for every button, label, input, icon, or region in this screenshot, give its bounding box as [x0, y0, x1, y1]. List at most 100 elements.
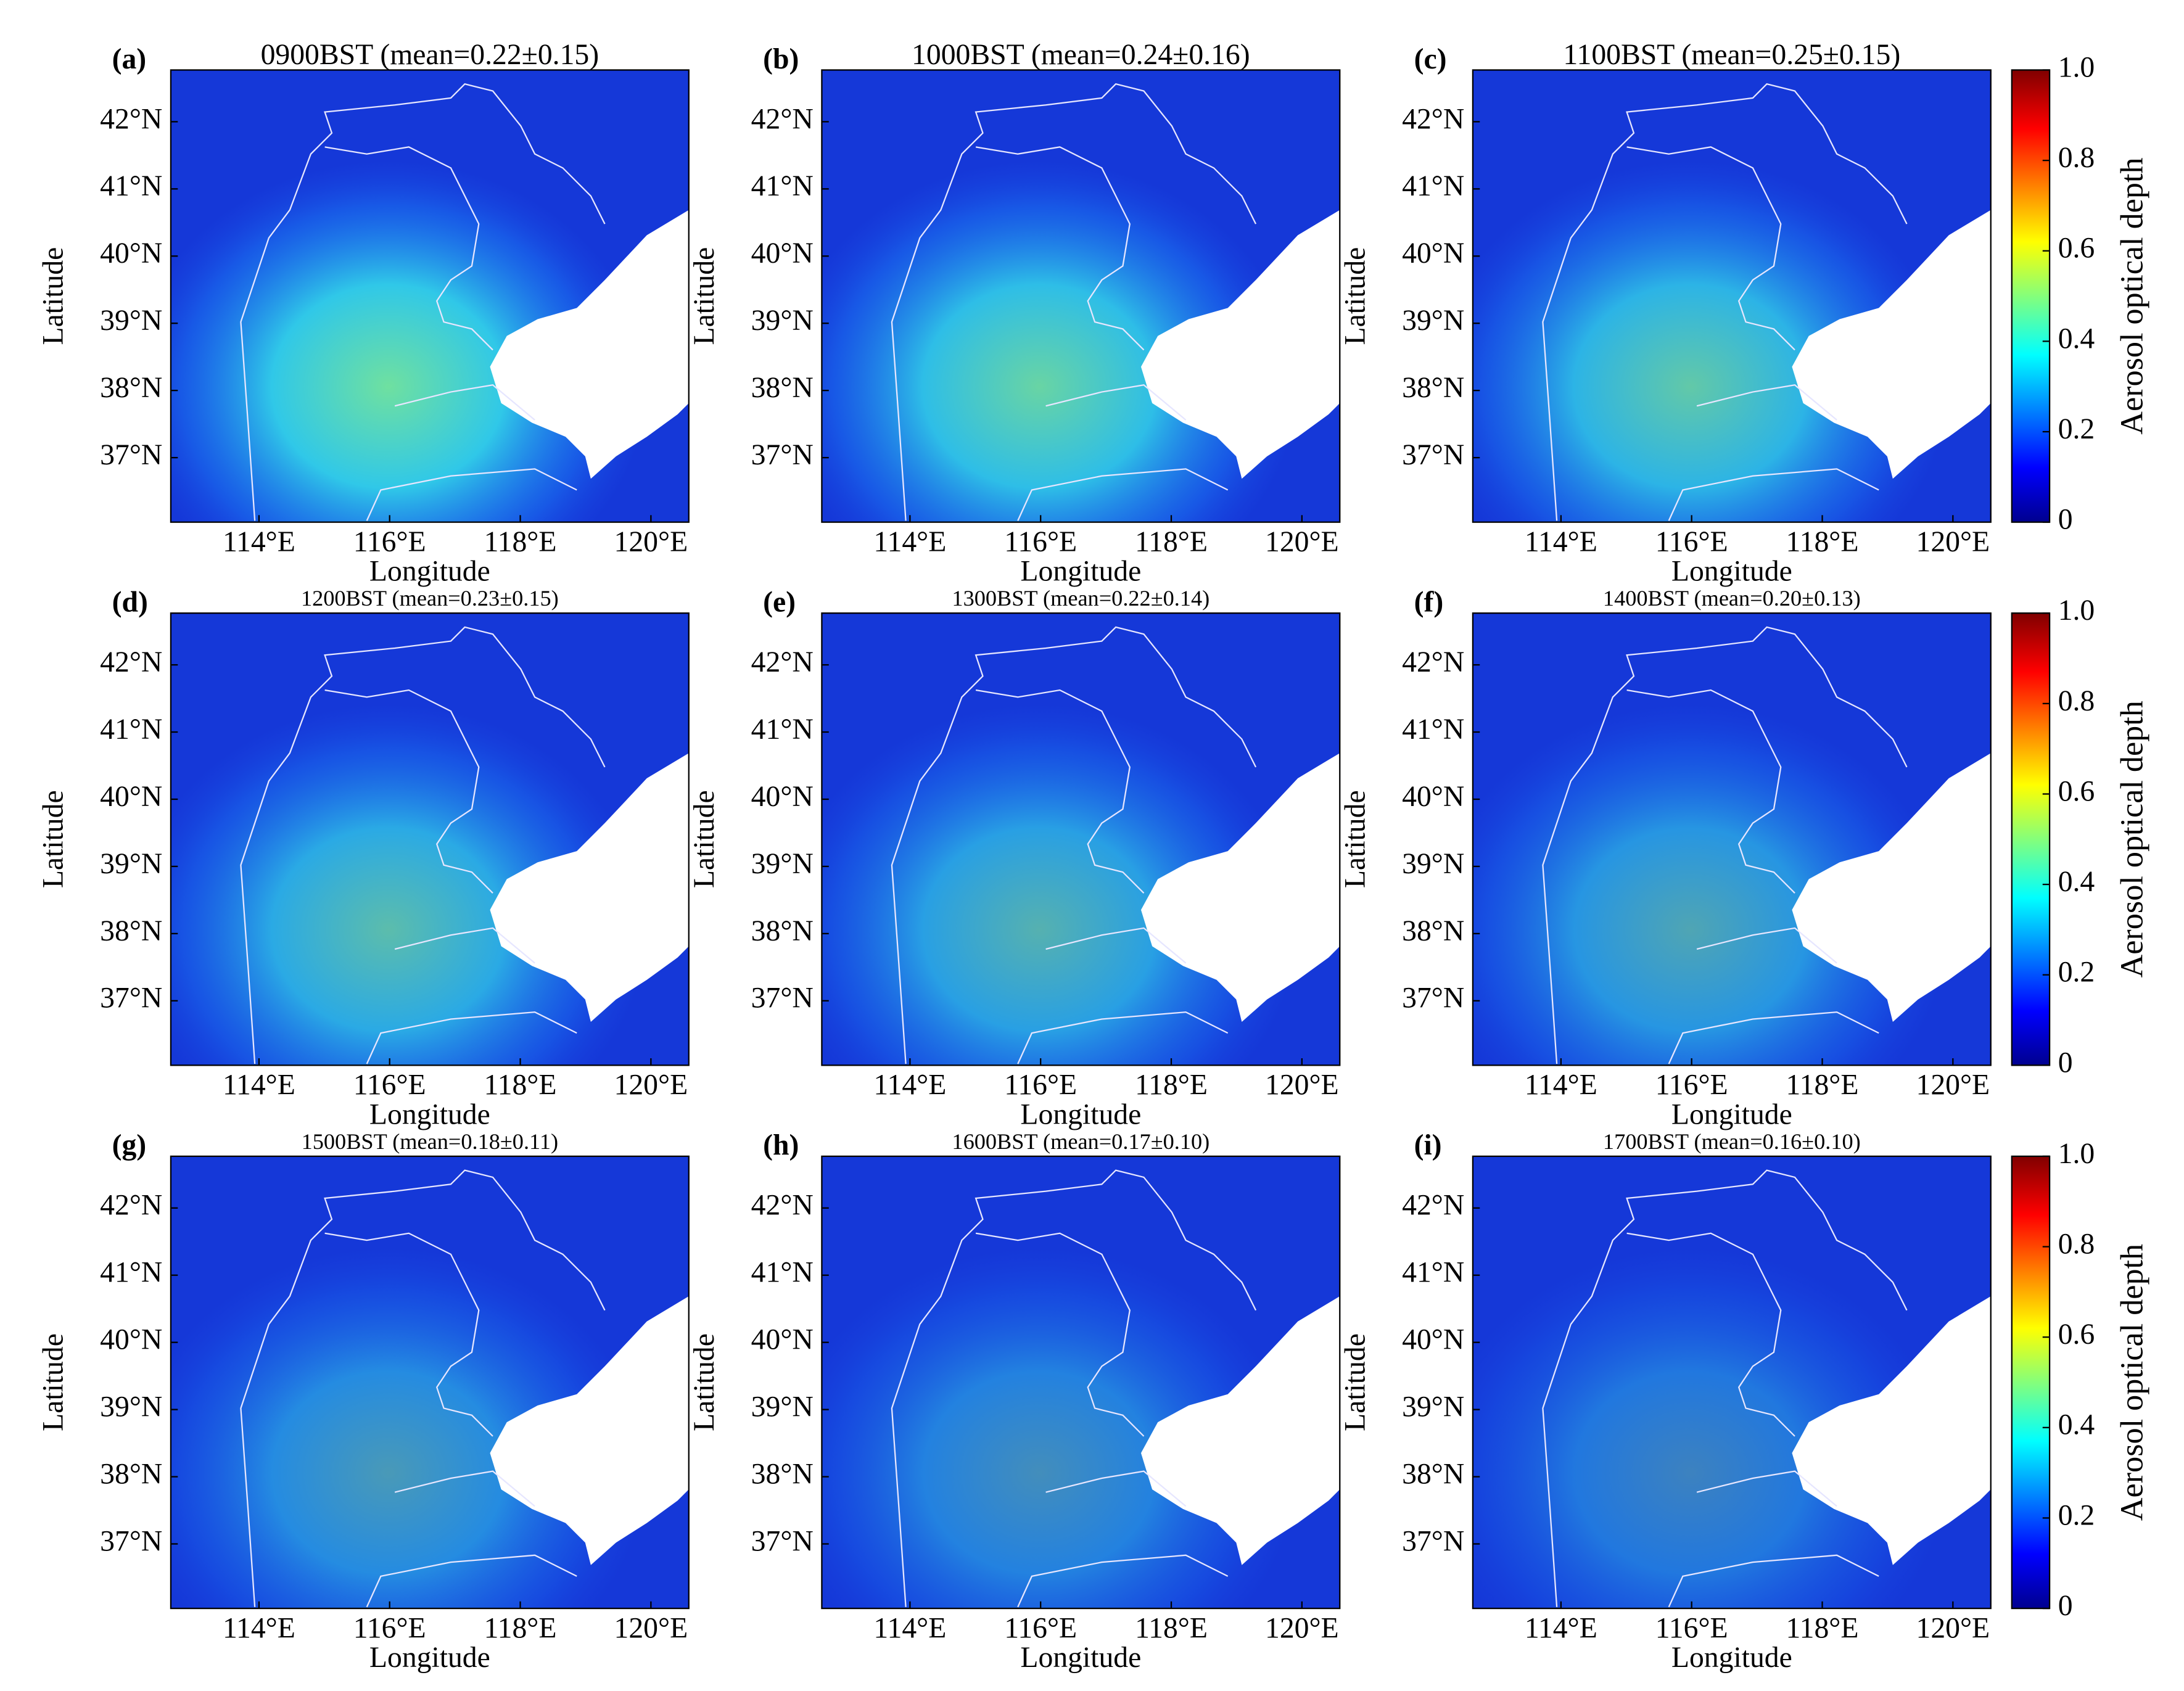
x-tick-label: 118°E — [1135, 1069, 1208, 1101]
y-tick-label: 41°N — [1402, 1257, 1464, 1289]
map-panel: 114°E 116°E 118°E 120°E 37°N 38°N 39°N 40°N 41°N… — [38, 39, 690, 588]
x-tick-label: 120°E — [1265, 1069, 1339, 1101]
panel-title: 1400BST (mean=0.20±0.13) — [1603, 586, 1861, 611]
y-tick-label: 38°N — [1402, 915, 1464, 947]
y-tick-label: 41°N — [751, 714, 814, 746]
x-axis-label: Longitude — [1020, 1642, 1141, 1674]
y-tick-label: 41°N — [751, 1257, 814, 1289]
panel-label: (c) — [1414, 43, 1447, 75]
y-axis-label: Latitude — [38, 790, 70, 888]
panel-title: 0900BST (mean=0.22±0.15) — [261, 39, 600, 71]
province-border — [240, 626, 606, 1064]
colorbar-gradient — [2011, 69, 2051, 523]
y-tick-label: 41°N — [1402, 170, 1464, 202]
x-tick-label: 114°E — [873, 1069, 946, 1101]
y-tick-label: 42°N — [100, 646, 162, 678]
colorbar-gradient — [2011, 612, 2051, 1066]
colorbar-tick-label: 0 — [2058, 1047, 2073, 1079]
panel-title: 1200BST (mean=0.23±0.15) — [301, 586, 559, 611]
province-border — [891, 83, 1257, 521]
y-tick-label: 37°N — [100, 439, 162, 471]
province-border — [1542, 83, 1908, 521]
colorbar-label: Aerosol optical depth — [2114, 157, 2150, 434]
y-tick-label: 39°N — [1402, 305, 1464, 337]
province-border — [1542, 626, 1908, 1064]
sea — [1792, 210, 1991, 479]
sea — [1792, 753, 1991, 1022]
sea — [1140, 753, 1340, 1022]
x-axis-label: Longitude — [1671, 1098, 1792, 1130]
x-tick-label: 118°E — [1135, 526, 1208, 558]
map-panel: 114°E 116°E 118°E 120°E 37°N 38°N 39°N 40°N 41°N… — [688, 1129, 1341, 1674]
y-tick-label: 39°N — [100, 1391, 162, 1423]
x-tick-label: 114°E — [1525, 526, 1597, 558]
x-tick-label: 114°E — [873, 526, 946, 558]
sea — [1140, 210, 1340, 479]
y-tick-label: 38°N — [1402, 1458, 1464, 1490]
x-tick-label: 116°E — [353, 1069, 426, 1101]
x-tick-label: 116°E — [1655, 526, 1728, 558]
x-tick-label: 116°E — [1004, 1069, 1077, 1101]
y-tick-label: 40°N — [1402, 237, 1464, 269]
y-tick-label: 37°N — [1402, 1525, 1464, 1557]
y-tick-label: 38°N — [751, 1458, 814, 1490]
y-axis-label: Latitude — [688, 247, 720, 345]
colorbar-tick-label: 0 — [2058, 1590, 2073, 1622]
x-tick-label: 118°E — [1786, 526, 1859, 558]
y-tick-label: 41°N — [100, 170, 162, 202]
x-tick-label: 116°E — [1004, 526, 1077, 558]
panel-label: (h) — [763, 1129, 799, 1161]
province-border — [891, 1169, 1257, 1608]
sea — [1792, 1296, 1991, 1565]
y-tick-label: 38°N — [100, 915, 162, 947]
y-tick-label: 39°N — [100, 848, 162, 880]
x-tick-label: 120°E — [1916, 1069, 1990, 1101]
colorbar-tick-label: 0.2 — [2058, 1499, 2095, 1531]
y-tick-label: 39°N — [751, 305, 814, 337]
x-tick-label: 114°E — [223, 526, 295, 558]
map-panel: 114°E 116°E 118°E 120°E 37°N 38°N 39°N 40°N 41°N… — [38, 586, 690, 1130]
colorbar-tick-label: 1.0 — [2058, 595, 2095, 627]
colorbar-tick-label: 0.2 — [2058, 413, 2095, 445]
x-tick-label: 120°E — [1265, 526, 1339, 558]
y-axis-label: Latitude — [688, 1333, 720, 1431]
colorbar-gradient — [2011, 1155, 2051, 1610]
y-tick-label: 39°N — [1402, 1391, 1464, 1423]
y-tick-label: 38°N — [751, 915, 814, 947]
x-axis-label: Longitude — [369, 1642, 490, 1674]
sea — [490, 210, 689, 479]
x-tick-label: 116°E — [353, 1612, 426, 1644]
sea — [490, 1296, 689, 1565]
x-tick-label: 120°E — [1916, 526, 1990, 558]
y-tick-label: 42°N — [751, 646, 814, 678]
panel-label: (i) — [1414, 1129, 1442, 1161]
x-tick-label: 118°E — [1786, 1069, 1859, 1101]
y-tick-label: 41°N — [100, 1257, 162, 1289]
panel-label: (f) — [1414, 586, 1444, 619]
y-tick-label: 42°N — [751, 1190, 814, 1222]
colorbar-tick-label: 0 — [2058, 504, 2073, 536]
x-tick-label: 118°E — [484, 1069, 557, 1101]
y-tick-label: 42°N — [1402, 103, 1464, 135]
y-tick-label: 42°N — [100, 103, 162, 135]
y-tick-label: 40°N — [100, 781, 162, 813]
colorbar-label: Aerosol optical depth — [2114, 701, 2150, 977]
colorbar-tick-label: 0.4 — [2058, 866, 2095, 898]
x-tick-label: 116°E — [1655, 1612, 1728, 1644]
x-axis-label: Longitude — [1671, 556, 1792, 588]
y-tick-label: 38°N — [751, 372, 814, 404]
y-axis-label: Latitude — [38, 247, 70, 345]
colorbar-tick-label: 0.2 — [2058, 957, 2095, 989]
y-tick-label: 39°N — [751, 848, 814, 880]
panel-title: 1000BST (mean=0.24±0.16) — [912, 39, 1250, 71]
axes-frame — [821, 612, 1341, 1066]
x-tick-label: 120°E — [614, 1069, 688, 1101]
colorbar: 0 0.2 0.4 0.6 0.8 1.0 Aerosol optical depth — [2011, 51, 2150, 536]
map-panel: 114°E 116°E 118°E 120°E 37°N 38°N 39°N 40°N 41°N… — [38, 1129, 690, 1674]
panel-label: (g) — [112, 1129, 147, 1161]
panel-label: (b) — [763, 43, 799, 75]
y-tick-label: 40°N — [100, 237, 162, 269]
y-axis-label: Latitude — [1340, 790, 1372, 888]
province-border — [1542, 1169, 1908, 1608]
y-tick-label: 37°N — [100, 1525, 162, 1557]
